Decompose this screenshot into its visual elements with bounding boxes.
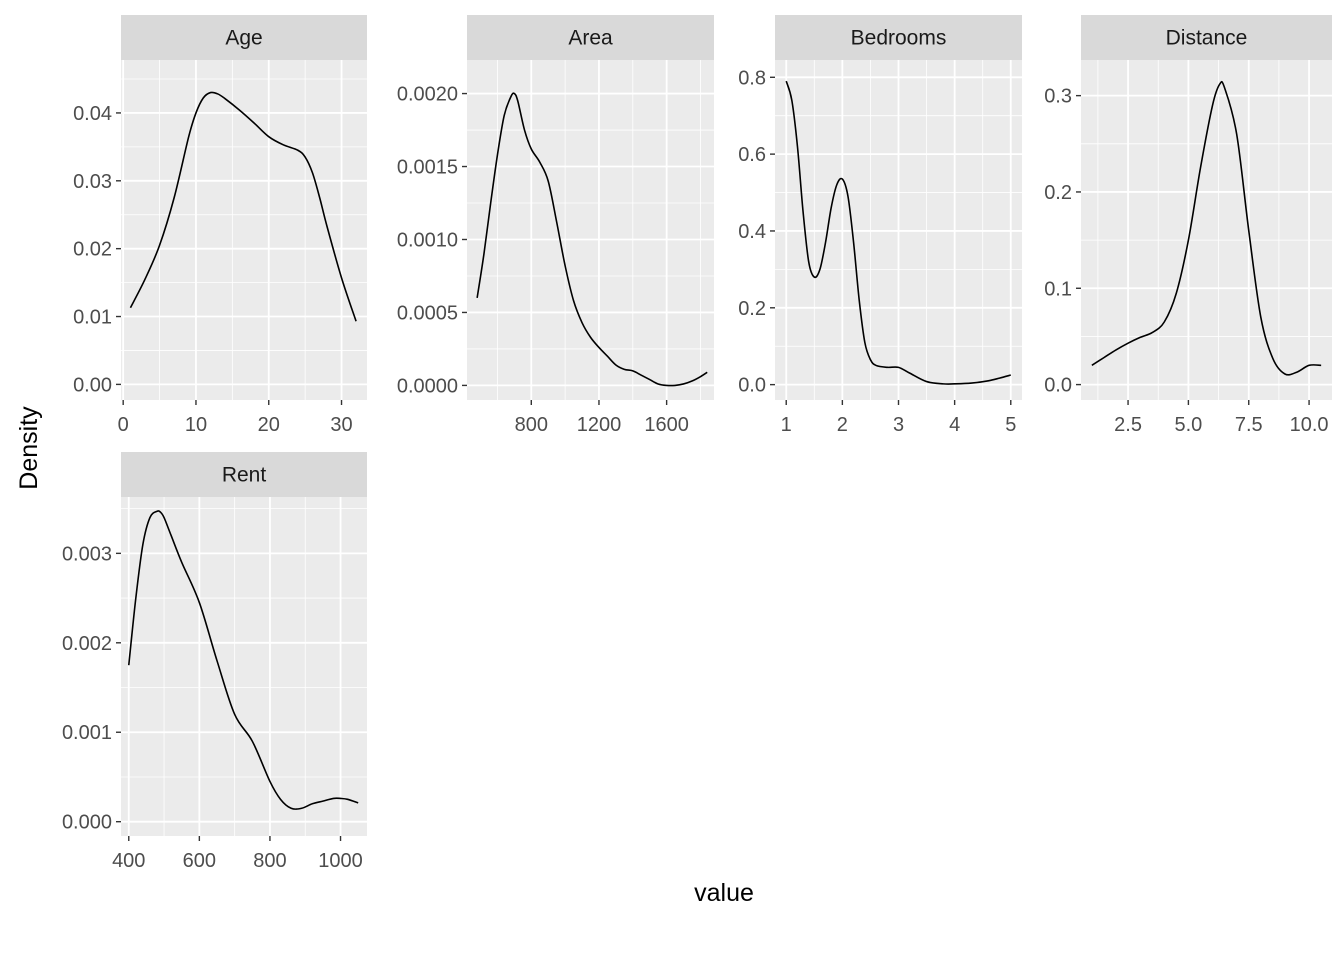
x-tick-label: 1600: [644, 414, 689, 436]
facet-rent: Rent 400 600 800 1000 0.000 0.001 0.002 0.003: [62, 452, 367, 872]
y-tick-label: 0.02: [73, 239, 112, 261]
facet-bedrooms: Bedrooms 1 2 3 4 5 0.0 0.2 0.4 0.6 0.8: [738, 15, 1022, 436]
y-tick-label: 0.0020: [397, 84, 458, 106]
y-tick-label: 0.001: [62, 722, 112, 744]
x-tick-label: 2: [837, 414, 848, 436]
facet-strip: [775, 15, 1022, 60]
panel-background: [121, 60, 367, 400]
panel-background: [467, 60, 714, 400]
facet-area: Area 800 1200 1600 0.0000 0.0005 0.0010 0.0015 0…: [397, 15, 714, 436]
facet-strip: [121, 15, 367, 60]
y-tick-label: 0.2: [1044, 182, 1072, 204]
x-tick-label: 1000: [318, 850, 363, 872]
panel-background: [121, 497, 367, 836]
y-tick-label: 0.2: [738, 298, 766, 320]
y-tick-label: 0.3: [1044, 86, 1072, 108]
y-tick-label: 0.1: [1044, 278, 1072, 300]
y-tick-label: 0.003: [62, 543, 112, 565]
density-curve-rent: [127, 510, 359, 810]
y-tick-label: 0.0: [738, 375, 766, 397]
x-tick-label: 2.5: [1114, 414, 1142, 436]
facet-strip-label: Area: [568, 27, 613, 50]
x-tick-label: 800: [253, 850, 286, 872]
y-tick-label: 0.03: [73, 171, 112, 193]
facet-strip-label: Bedrooms: [851, 27, 947, 50]
density-curve-distance: [1091, 80, 1322, 376]
facet-strip: [1081, 15, 1332, 60]
x-tick-label: 10.0: [1290, 414, 1329, 436]
y-tick-label: 0.0000: [397, 375, 458, 397]
x-tick-label: 400: [112, 850, 145, 872]
x-tick-label: 5: [1005, 414, 1016, 436]
y-tick-label: 0.8: [738, 67, 766, 89]
x-tick-label: 20: [258, 414, 280, 436]
x-tick-label: 4: [949, 414, 960, 436]
y-tick-label: 0.002: [62, 633, 112, 655]
y-axis-title: Density: [15, 406, 43, 490]
x-axis-title: value: [694, 879, 754, 907]
y-tick-label: 0.0015: [397, 157, 458, 179]
y-tick-label: 0.0005: [397, 302, 458, 324]
x-tick-label: 600: [183, 850, 216, 872]
density-curve-area: [476, 92, 708, 387]
x-tick-label: 3: [893, 414, 904, 436]
facet-strip: [467, 15, 714, 60]
facet-age: Age 0 10 20 30 0.00 0.01 0.02 0.03 0.04: [73, 15, 367, 436]
x-tick-label: 30: [330, 414, 352, 436]
x-tick-label: 0: [118, 414, 129, 436]
y-tick-label: 0.6: [738, 144, 766, 166]
density-curve-age: [129, 91, 357, 322]
x-tick-label: 5.0: [1174, 414, 1202, 436]
facet-strip-label: Distance: [1166, 27, 1248, 50]
y-tick-label: 0.04: [73, 103, 112, 125]
x-tick-label: 10: [185, 414, 207, 436]
y-tick-label: 0.0: [1044, 375, 1072, 397]
facet-strip-label: Age: [225, 27, 262, 50]
panel-background: [1081, 60, 1332, 400]
y-tick-label: 0.00: [73, 374, 112, 396]
y-tick-label: 0.01: [73, 307, 112, 329]
density-curve-bedrooms: [785, 80, 1011, 385]
x-tick-label: 1: [781, 414, 792, 436]
x-tick-label: 7.5: [1235, 414, 1263, 436]
y-tick-label: 0.4: [738, 221, 766, 243]
y-tick-label: 0.0010: [397, 229, 458, 251]
x-tick-label: 800: [515, 414, 548, 436]
facet-distance: Distance 2.5 5.0 7.5 10.0 0.0 0.1 0.2 0.3: [1044, 15, 1332, 436]
facet-strip-label: Rent: [222, 464, 267, 487]
facet-strip: [121, 452, 367, 497]
x-tick-label: 1200: [577, 414, 622, 436]
y-tick-label: 0.000: [62, 812, 112, 834]
